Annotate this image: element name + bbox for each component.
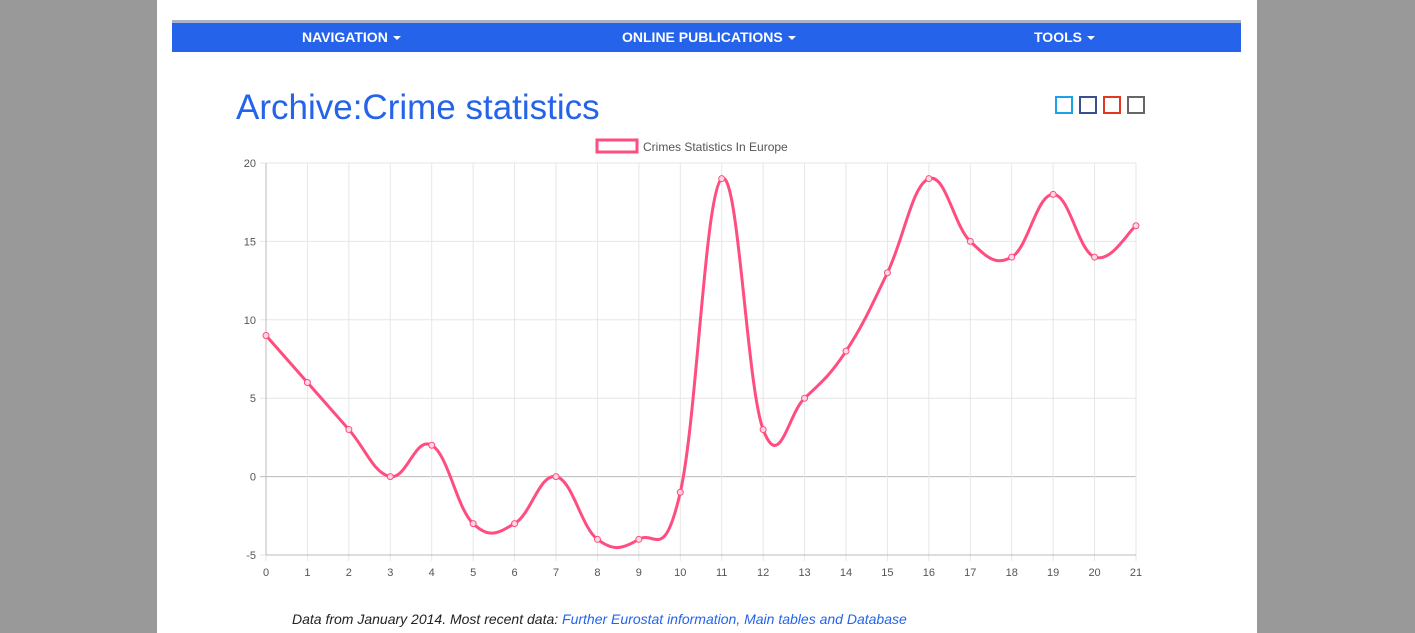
caret-down-icon (1086, 36, 1095, 41)
data-point (1132, 222, 1140, 230)
x-tick-label: 3 (387, 567, 393, 579)
top-divider (172, 20, 1241, 23)
chart-series (264, 176, 1138, 550)
data-point (552, 473, 560, 481)
data-point (718, 175, 726, 183)
x-tick-label: 21 (1130, 567, 1142, 579)
chart-grid (260, 162, 1137, 561)
nav-navigation-menu[interactable]: NAVIGATION (302, 23, 401, 52)
nav-online-publications-menu[interactable]: ONLINE PUBLICATIONS (622, 23, 796, 52)
legend-swatch (595, 138, 639, 154)
x-tick-label: 20 (1088, 567, 1100, 579)
y-tick-label: 10 (244, 315, 256, 327)
y-tick-label: 20 (244, 158, 256, 170)
data-point (428, 441, 436, 449)
y-tick-label: 5 (250, 393, 256, 405)
nav-navigation-label: NAVIGATION (302, 29, 388, 45)
data-point (966, 237, 974, 245)
series-line (264, 176, 1138, 550)
x-tick-label: 2 (346, 567, 352, 579)
nav-online-publications-label: ONLINE PUBLICATIONS (622, 29, 783, 45)
theme-swatch-light-blue[interactable] (1055, 96, 1073, 114)
y-tick-label: -5 (246, 550, 256, 562)
data-point (883, 269, 891, 277)
x-tick-label: 1 (304, 567, 310, 579)
data-point (842, 347, 850, 355)
data-point (801, 394, 809, 402)
x-tick-label: 8 (594, 567, 600, 579)
footer-text: Data from January 2014. Most recent data… (292, 611, 563, 627)
data-point (262, 331, 270, 339)
page-title: Archive:Crime statistics (236, 88, 600, 127)
page-container: NAVIGATION ONLINE PUBLICATIONS TOOLS Arc… (157, 0, 1257, 633)
x-tick-label: 6 (512, 567, 518, 579)
data-point (1008, 253, 1016, 261)
x-axis-ticks: 0 1 2 3 4 5 6 7 8 9 10 11 12 13 14 15 16 17 18 19 20 21 (263, 567, 1142, 579)
caret-down-icon (392, 36, 401, 41)
y-axis-ticks: -5 0 5 10 15 20 (244, 158, 256, 562)
theme-swatch-red[interactable] (1103, 96, 1121, 114)
data-point (469, 520, 477, 528)
x-tick-label: 12 (757, 567, 769, 579)
data-point (759, 426, 767, 434)
x-tick-label: 9 (636, 567, 642, 579)
data-point (635, 535, 643, 543)
x-tick-label: 11 (716, 567, 727, 579)
x-tick-label: 17 (964, 567, 976, 579)
data-point (593, 535, 601, 543)
theme-swatch-navy[interactable] (1079, 96, 1097, 114)
y-tick-label: 0 (250, 472, 256, 484)
nav-tools-menu[interactable]: TOOLS (1034, 23, 1095, 52)
nav-tools-label: TOOLS (1034, 29, 1082, 45)
x-tick-label: 7 (553, 567, 559, 579)
legend-label: Crimes Statistics In Europe (643, 140, 788, 154)
nav-bar: NAVIGATION ONLINE PUBLICATIONS TOOLS (172, 23, 1241, 52)
data-source-note: Data from January 2014. Most recent data… (292, 611, 907, 627)
caret-down-icon (787, 36, 796, 41)
data-point (345, 426, 353, 434)
data-point (1049, 190, 1057, 198)
chart-legend: Crimes Statistics In Europe (595, 138, 788, 154)
x-tick-label: 15 (881, 567, 893, 579)
x-tick-label: 10 (674, 567, 686, 579)
data-point (676, 488, 684, 496)
data-point (303, 379, 311, 387)
data-point (1091, 253, 1099, 261)
eurostat-info-link[interactable]: Further Eurostat information, Main table… (562, 611, 907, 627)
data-point (925, 175, 933, 183)
theme-swatch-gray[interactable] (1127, 96, 1145, 114)
chart-points (262, 175, 1140, 543)
x-tick-label: 13 (798, 567, 810, 579)
x-tick-label: 4 (429, 567, 435, 579)
data-point (511, 520, 519, 528)
x-tick-label: 16 (923, 567, 935, 579)
x-tick-label: 18 (1006, 567, 1018, 579)
x-tick-label: 14 (840, 567, 852, 579)
x-tick-label: 0 (263, 567, 269, 579)
x-tick-label: 5 (470, 567, 476, 579)
x-tick-label: 19 (1047, 567, 1059, 579)
data-point (386, 473, 394, 481)
y-tick-label: 15 (244, 236, 256, 248)
